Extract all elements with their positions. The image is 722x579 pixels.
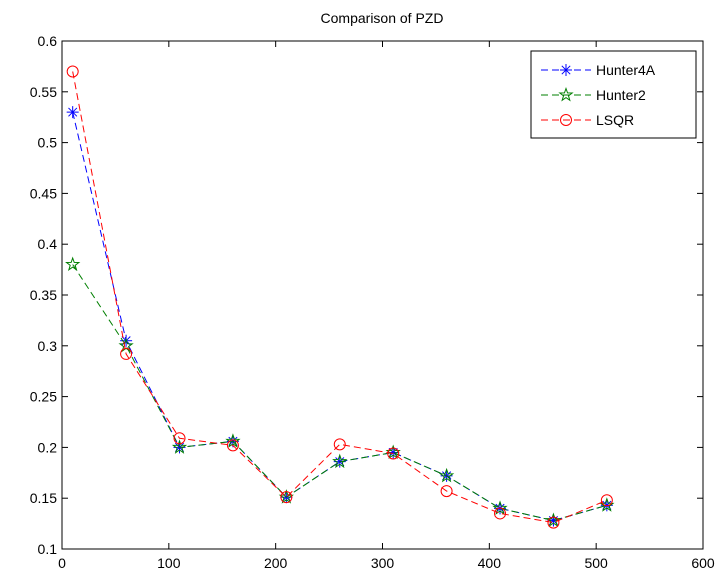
data-point bbox=[547, 516, 560, 529]
data-point bbox=[387, 447, 400, 460]
data-point bbox=[492, 500, 508, 515]
y-tick-label: 0.3 bbox=[38, 338, 58, 354]
data-point bbox=[440, 485, 453, 498]
series-line bbox=[72, 264, 607, 522]
y-tick-label: 0.55 bbox=[30, 84, 57, 100]
data-point bbox=[66, 65, 79, 78]
y-tick-label: 0.6 bbox=[38, 33, 58, 49]
x-tick-label: 400 bbox=[478, 555, 502, 571]
data-point bbox=[280, 491, 293, 504]
legend-marker bbox=[558, 86, 574, 102]
x-tick-label: 300 bbox=[371, 555, 395, 571]
data-point bbox=[438, 467, 455, 483]
y-tick-label: 0.45 bbox=[30, 185, 57, 201]
data-point bbox=[226, 439, 239, 452]
data-point bbox=[332, 453, 348, 469]
legend-label: Hunter4A bbox=[596, 62, 656, 78]
legend-label: LSQR bbox=[596, 112, 634, 128]
x-tick-label: 100 bbox=[157, 555, 181, 571]
x-tick-label: 600 bbox=[691, 555, 715, 571]
y-tick-label: 0.35 bbox=[30, 287, 57, 303]
legend: Hunter4A Hunter2 LSQR bbox=[530, 50, 697, 139]
y-tick-label: 0.5 bbox=[38, 135, 58, 151]
data-point bbox=[600, 494, 613, 507]
data-point bbox=[225, 433, 241, 448]
x-tick-label: 500 bbox=[584, 555, 608, 571]
data-point bbox=[545, 512, 562, 528]
series-line bbox=[72, 71, 608, 524]
data-point bbox=[65, 256, 81, 272]
data-point bbox=[171, 439, 188, 454]
chart-title: Comparison of PZD bbox=[321, 10, 444, 26]
legend-marker bbox=[560, 64, 572, 76]
y-tick-label: 0.4 bbox=[38, 236, 58, 252]
series-lsqr bbox=[66, 65, 613, 529]
data-point bbox=[66, 106, 79, 119]
y-tick-label: 0.15 bbox=[30, 490, 57, 506]
y-tick-label: 0.25 bbox=[30, 389, 57, 405]
y-tick-label: 0.1 bbox=[38, 541, 58, 557]
legend-label: Hunter2 bbox=[596, 87, 646, 103]
data-point bbox=[333, 438, 346, 451]
x-tick-label: 0 bbox=[58, 555, 66, 571]
data-point bbox=[120, 347, 133, 360]
legend-marker bbox=[560, 114, 572, 126]
x-tick-label: 200 bbox=[264, 555, 288, 571]
y-tick-label: 0.2 bbox=[38, 439, 58, 455]
data-point bbox=[173, 432, 186, 445]
data-point bbox=[494, 507, 507, 520]
